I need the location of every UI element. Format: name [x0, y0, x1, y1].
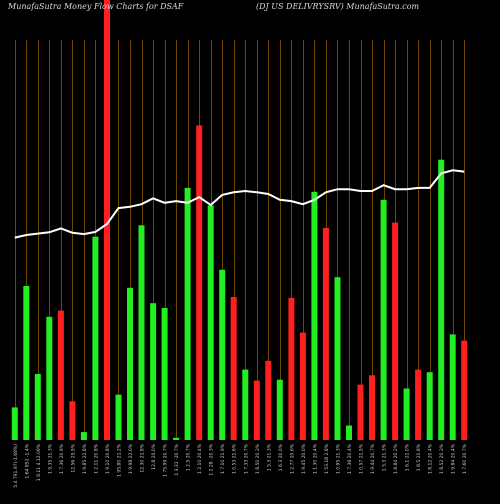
- category-label: 1 7.36 20.9%: [59, 443, 65, 474]
- bar-down: [369, 375, 375, 440]
- bar-up: [276, 379, 283, 440]
- bar-up: [207, 205, 214, 440]
- bar-up: [219, 269, 226, 440]
- bar-up: [138, 225, 145, 440]
- category-label: 1 8.5 21.8%: [416, 443, 422, 471]
- chart-header-left: MunafaSutra Money Flow Charts for DSAF: [8, 2, 184, 11]
- category-label: 1 53.18 2.8%: [324, 443, 330, 474]
- bar-up: [34, 374, 41, 440]
- category-label: 1 1.30 20.4%: [312, 443, 318, 474]
- category-label: 1 8.50 20.3%: [255, 443, 261, 474]
- category-label: 1 2.28 -20.3%: [209, 443, 215, 475]
- bar-up: [334, 277, 341, 440]
- category-label: 1 2.11 20.8%: [93, 443, 99, 474]
- category-label: 12.30 21.8%: [140, 443, 146, 472]
- category-label: 1 9.85 22.8%: [82, 443, 88, 474]
- category-label: 5.4 791.97(-1.68%): [13, 444, 19, 488]
- category-label: 1 6.1 21.0%: [405, 443, 411, 471]
- category-label: 1 8.11 4.12.09%: [36, 443, 42, 481]
- bar-up: [150, 303, 157, 440]
- bar-up: [80, 432, 87, 440]
- bar-up: [127, 287, 133, 440]
- category-label: 1 2.5 20.7%: [186, 443, 192, 471]
- bar-up: [380, 199, 387, 440]
- category-label: 1 7.60 20.7%: [462, 443, 468, 474]
- bar-up: [403, 388, 410, 440]
- category-label: 1 8.52 20.3%: [439, 443, 445, 474]
- category-label: 1 75.99 20.7%: [163, 443, 169, 477]
- category-label: 12.56 25.9%: [70, 443, 76, 472]
- bar-up: [23, 286, 30, 440]
- bar-down: [104, 0, 110, 440]
- chart-header-right: (DJ US DELIVRYSRV) MunafaSutra.com: [256, 2, 420, 11]
- bar-down: [299, 332, 306, 440]
- category-label: 1 7.10 21.9%: [220, 443, 226, 474]
- category-label: 1 9.45 20.0%: [301, 443, 307, 474]
- category-label: 1 9.98 22.0%: [128, 443, 134, 474]
- category-label: 1 0.57 21.5%: [359, 443, 365, 474]
- category-label: 1 9.44 20.7%: [370, 443, 376, 474]
- category-label: 1 6.3 20.0%: [278, 443, 284, 471]
- category-label: 12.8 20.0%: [151, 443, 157, 469]
- bar-up: [11, 407, 18, 440]
- money-flow-line: [14, 169, 465, 239]
- category-label: 1 5.3 21.3%: [266, 443, 272, 471]
- bar-down: [322, 227, 329, 440]
- category-label: 1 95.80 21.2%: [117, 443, 123, 477]
- bar-down: [253, 380, 260, 440]
- category-label: 1 7.33 20.7%: [243, 443, 249, 474]
- category-label: 1 2.10 20.4%: [197, 443, 203, 474]
- bar-down: [415, 369, 422, 440]
- category-label: 1 7.38 20.4%: [347, 443, 353, 474]
- category-label: 1 5.3 21.3%: [382, 443, 388, 471]
- category-label: 1 9.35 21.3%: [47, 443, 53, 474]
- bar-up: [173, 437, 180, 440]
- category-label: 1 9.84 20.4%: [451, 443, 457, 474]
- bar-up: [438, 159, 445, 440]
- bar-down: [288, 297, 295, 440]
- bar-down: [69, 401, 76, 440]
- category-label: 1 2.77 20.6%: [289, 443, 295, 474]
- bar-down: [392, 222, 399, 440]
- bar-up: [346, 425, 352, 440]
- bar-up: [115, 394, 122, 440]
- category-label: 1 9.10 20.8%: [105, 443, 111, 474]
- bar-up: [311, 191, 318, 440]
- bar-down: [357, 384, 364, 440]
- category-label: 1 3.31 -20.7%: [174, 443, 180, 475]
- bar-down: [265, 360, 272, 440]
- category-label: 1 0.95 21.3%: [336, 443, 342, 474]
- category-label: 1 8.12 20.4%: [428, 443, 434, 474]
- bar-up: [46, 316, 53, 440]
- bar-up: [426, 372, 433, 440]
- bar-up: [242, 369, 249, 440]
- bar-down: [196, 125, 203, 441]
- category-label: 1 0.53 21.6%: [232, 443, 238, 474]
- category-label: 1 8.84 20.2%: [393, 443, 399, 474]
- bar-up: [92, 236, 99, 440]
- bar-down: [230, 297, 237, 440]
- bar-down: [461, 340, 468, 440]
- bar-down: [57, 310, 64, 440]
- category-label: 1:64 851 -1.4%: [24, 443, 30, 478]
- bar-up: [449, 334, 456, 440]
- bar-up: [161, 308, 168, 440]
- bar-up: [184, 187, 191, 440]
